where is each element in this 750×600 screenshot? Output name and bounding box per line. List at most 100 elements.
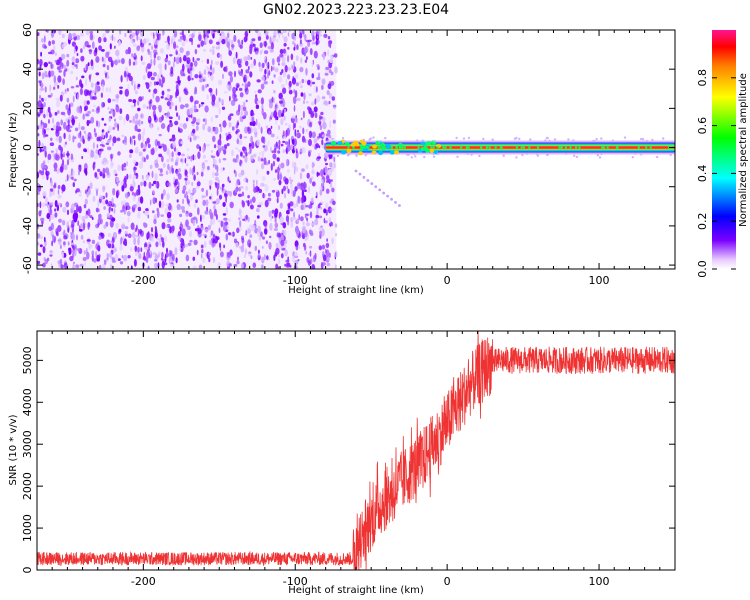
heatmap-cell	[175, 178, 179, 185]
heatmap-cell	[159, 168, 163, 173]
heatmap-cell	[108, 111, 112, 114]
heatmap-cell	[232, 86, 237, 94]
heatmap-cell	[285, 130, 287, 139]
heatmap-cell	[190, 194, 193, 201]
heatmap-cell	[301, 189, 305, 198]
signal-band-dot	[467, 146, 470, 149]
heatmap-cell	[125, 202, 130, 207]
heatmap-cell	[80, 32, 84, 37]
heatmap-cell	[247, 228, 251, 235]
heatmap-cell	[119, 245, 123, 251]
heatmap-cell	[301, 168, 305, 172]
heatmap-cell	[225, 207, 228, 215]
signal-halo-dot	[640, 153, 643, 156]
heatmap-cell	[58, 56, 62, 64]
heatmap-cell	[201, 84, 206, 92]
heatmap-cell	[74, 91, 76, 95]
heatmap-cell	[320, 201, 324, 204]
heatmap-cell	[204, 30, 209, 37]
heatmap-cell	[119, 30, 122, 35]
heatmap-cell	[46, 30, 49, 34]
heatmap-cell	[300, 117, 303, 121]
signal-band-dot	[515, 146, 519, 149]
heatmap-cell	[87, 62, 90, 67]
heatmap-cell	[262, 246, 264, 249]
heatmap-cell	[210, 116, 213, 123]
heatmap-cell	[177, 38, 182, 42]
heatmap-cell	[37, 58, 40, 65]
heatmap-cell	[123, 162, 127, 168]
heatmap-cell	[325, 162, 328, 166]
signal-band-dot	[352, 146, 355, 149]
heatmap-cell	[263, 50, 269, 55]
heatmap-cell	[311, 181, 316, 187]
heatmap-cell	[214, 126, 219, 135]
heatmap-cell	[98, 213, 102, 219]
heatmap-cell	[88, 243, 93, 249]
heatmap-cell	[252, 262, 257, 269]
heatmap-cell	[202, 123, 206, 131]
heatmap-cell	[327, 168, 332, 177]
heatmap-cell	[117, 258, 121, 261]
signal-halo-dot	[553, 138, 557, 141]
heatmap-cell	[282, 34, 284, 39]
heatmap-cell	[170, 66, 174, 75]
heatmap-cell	[197, 207, 200, 216]
heatmap-cell	[51, 40, 55, 45]
heatmap-cell	[290, 188, 294, 196]
signal-band-dot	[444, 146, 447, 149]
heatmap-cell	[321, 179, 324, 184]
heatmap-cell	[189, 95, 194, 103]
heatmap-cell	[63, 69, 66, 77]
heatmap-cell	[244, 155, 248, 163]
heatmap-cell	[238, 71, 243, 77]
heatmap-cell	[43, 35, 46, 43]
heatmap-cell	[154, 52, 158, 55]
heatmap-cell	[293, 46, 296, 51]
heatmap-cell	[295, 166, 299, 172]
heatmap-cell	[79, 88, 83, 96]
heatmap-cell	[37, 153, 40, 156]
heatmap-cell	[286, 127, 291, 136]
heatmap-cell	[222, 73, 224, 79]
heatmap-cell	[75, 58, 80, 64]
heatmap-cell	[148, 181, 152, 189]
heatmap-cell	[75, 189, 78, 194]
heatmap-cell	[330, 181, 333, 189]
heatmap-cell	[240, 245, 245, 253]
heatmap-cell	[74, 64, 77, 67]
heatmap-cell	[257, 31, 262, 39]
heatmap-cell	[271, 80, 274, 84]
heatmap-cell	[293, 203, 297, 209]
heatmap-cell	[77, 220, 80, 227]
heatmap-cell	[57, 75, 62, 83]
heatmap-cell	[61, 159, 65, 166]
heatmap-cell	[71, 41, 76, 47]
heatmap-cell	[239, 185, 244, 189]
heatmap-cell	[205, 84, 208, 89]
heatmap-cell	[281, 97, 284, 102]
heatmap-cell	[101, 49, 105, 52]
heatmap-cell	[53, 75, 56, 84]
heatmap-cell	[325, 249, 330, 257]
heatmap-cell	[153, 116, 158, 123]
heatmap-cell	[305, 56, 308, 60]
spectrogram-y-tick-label: 20	[21, 101, 34, 115]
heatmap-cell	[126, 205, 131, 210]
heatmap-cell	[170, 157, 174, 162]
heatmap-cell	[80, 48, 83, 53]
heatmap-cell	[161, 222, 166, 230]
signal-halo-dot	[384, 136, 387, 140]
heatmap-cell	[60, 119, 63, 126]
signal-band-dot	[602, 146, 606, 149]
heatmap-cell	[319, 233, 322, 239]
heatmap-cell	[333, 156, 336, 163]
heatmap-cell	[263, 40, 268, 47]
signal-band-dot	[442, 146, 445, 149]
heatmap-cell	[161, 251, 164, 259]
heatmap-cell	[216, 188, 219, 196]
heatmap-cell	[145, 82, 150, 90]
heatmap-cell	[316, 210, 319, 216]
heatmap-cell	[237, 149, 242, 153]
heatmap-cell	[273, 74, 276, 78]
